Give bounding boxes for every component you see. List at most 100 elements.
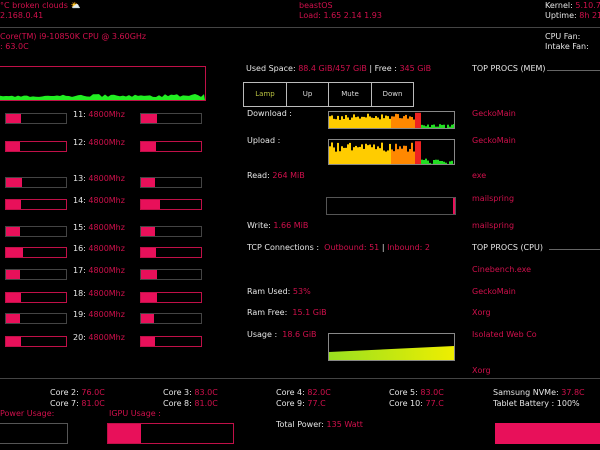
graph-bar <box>355 117 357 128</box>
graph-bar <box>379 119 381 128</box>
graph-bar <box>451 161 453 164</box>
graph-bar <box>381 114 383 128</box>
graph-bar <box>381 143 383 164</box>
core-temp: Core 4: 82.0C <box>276 388 331 397</box>
core-load-fill <box>6 293 21 302</box>
core-frequency: 20: 4800Mhz <box>73 333 125 342</box>
core-temp: Core 8: 81.0C <box>163 399 218 408</box>
core-load-bar <box>140 226 202 237</box>
disk-read: Read: 264 MiB <box>247 171 305 180</box>
graph-bar <box>351 150 353 164</box>
ram-used: Ram Used: 53% <box>247 287 311 296</box>
nvme-temp: Samsung NVMe: 37.8C <box>493 388 585 397</box>
graph-bar <box>449 127 451 128</box>
volume-down-button[interactable]: Down <box>371 82 414 107</box>
graph-bar <box>411 117 413 128</box>
graph-bar <box>331 115 333 128</box>
uptime: Uptime: 8h 21 <box>545 11 600 20</box>
graph-bar <box>357 117 359 128</box>
download-graph-plot <box>329 112 454 128</box>
graph-bar <box>363 149 365 164</box>
graph-bar <box>391 116 393 128</box>
upload-graph-plot <box>329 140 454 164</box>
core-load-fill <box>141 293 157 302</box>
graph-bar <box>443 125 445 128</box>
mem-proc-item: GeckoMain <box>472 109 516 118</box>
ram-usage: Usage : 18.6 GiB <box>247 330 317 339</box>
graph-bar <box>413 120 415 128</box>
power-usage-bar <box>0 423 68 444</box>
core-load-bar <box>5 141 67 152</box>
graph-bar <box>427 161 429 164</box>
core-load-bar <box>140 199 202 210</box>
core-load-bar <box>5 292 67 303</box>
volume-up-button[interactable]: Up <box>286 82 329 107</box>
core-load-bar <box>140 313 202 324</box>
lamp-button[interactable]: Lamp <box>243 82 287 107</box>
graph-bar <box>425 159 427 164</box>
core-load-fill <box>6 178 22 187</box>
tcp-connections: TCP Connections : Outbound: 51 | Inbound… <box>247 243 430 252</box>
ram-free: Ram Free: 15.1 GiB <box>247 308 327 317</box>
core-load-bar <box>5 113 67 124</box>
core-frequency: 17: 4800Mhz <box>73 266 125 275</box>
mem-proc-item: exe <box>472 171 486 180</box>
core-load-fill <box>141 270 157 279</box>
tablet-battery: Tablet Battery : 100% <box>493 399 580 408</box>
graph-bar <box>403 116 405 128</box>
mute-button[interactable]: Mute <box>328 82 372 107</box>
cpu-model: Core(TM) i9-10850K CPU @ 3.60GHz <box>0 32 146 41</box>
graph-bar <box>401 149 403 164</box>
graph-bar <box>383 118 385 128</box>
graph-bar <box>329 116 331 128</box>
graph-bar <box>333 119 335 128</box>
graph-bar <box>389 119 391 128</box>
graph-bar <box>393 117 395 128</box>
graph-bar <box>399 118 401 128</box>
core-load-fill <box>6 337 21 346</box>
core-load-bar <box>140 247 202 258</box>
graph-bar <box>439 161 441 164</box>
graph-bar <box>409 116 411 128</box>
core-load-fill <box>6 227 20 236</box>
cpu-proc-item: GeckoMain <box>472 287 516 296</box>
top-procs-mem-title: TOP PROCS (MEM) <box>472 64 546 73</box>
graph-bar <box>417 113 419 128</box>
graph-bar <box>335 152 337 164</box>
disk-io-graph <box>326 197 456 215</box>
core-load-fill <box>6 142 20 151</box>
graph-bar <box>441 161 443 164</box>
graph-bar <box>351 118 353 128</box>
graph-bar <box>335 119 337 128</box>
kernel: Kernel: 5.10.7 <box>545 1 600 10</box>
graph-bar <box>387 150 389 164</box>
core-load-bar <box>5 177 67 188</box>
graph-bar <box>345 115 347 128</box>
graph-bar <box>407 119 409 128</box>
cpu-proc-item: Cinebench.exe <box>472 265 531 274</box>
graph-bar <box>401 118 403 128</box>
mem-proc-item: GeckoMain <box>472 136 516 145</box>
graph-bar <box>337 143 339 164</box>
graph-bar <box>369 145 371 164</box>
graph-bar <box>403 146 405 164</box>
graph-bar <box>447 125 449 128</box>
graph-bar <box>361 117 363 128</box>
graph-bar <box>429 163 431 164</box>
top-procs-cpu-title: TOP PROCS (CPU) <box>472 243 543 252</box>
graph-bar <box>387 116 389 128</box>
core-frequency: 14: 4800Mhz <box>73 196 125 205</box>
graph-bar <box>353 114 355 128</box>
core-load-bar <box>5 247 67 258</box>
ram-usage-graph <box>328 333 455 361</box>
graph-bar <box>373 144 375 164</box>
graph-bar <box>347 144 349 164</box>
graph-bar <box>443 162 445 164</box>
graph-bar <box>435 160 437 164</box>
graph-bar <box>395 144 397 164</box>
graph-bar <box>359 147 361 164</box>
core-load-fill <box>141 337 155 346</box>
graph-bar <box>343 119 345 128</box>
graph-bar <box>393 151 395 164</box>
graph-bar <box>357 147 359 164</box>
